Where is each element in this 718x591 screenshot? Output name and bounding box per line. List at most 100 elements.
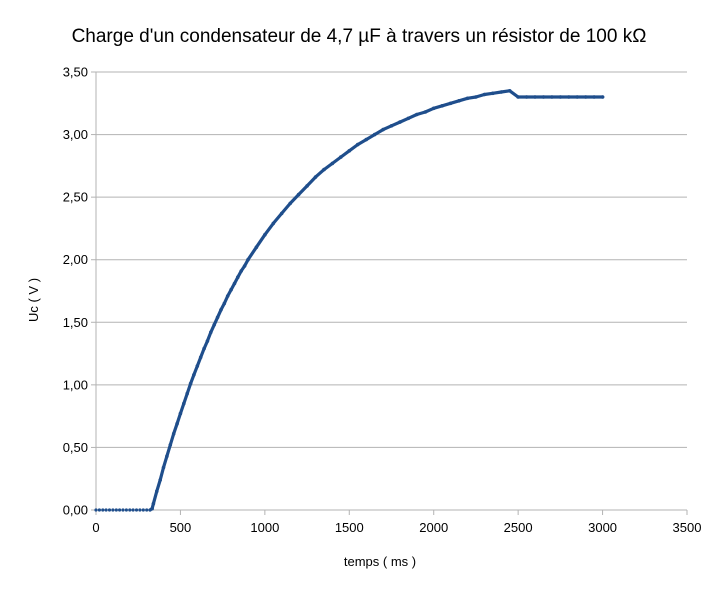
x-tick-label: 1000 (250, 520, 279, 535)
data-point (246, 257, 250, 262)
data-point (182, 401, 186, 406)
data-point (97, 508, 101, 512)
data-point (107, 508, 112, 512)
data-point (355, 142, 360, 147)
y-axis-ticks: 0,00 0,50 1,00 1,50 2,00 2,50 3,00 3,50 (63, 65, 96, 518)
y-tick-label: 3,00 (63, 127, 88, 142)
x-tick-label: 1500 (335, 520, 364, 535)
data-point (398, 120, 402, 124)
data-point (516, 95, 520, 99)
data-point (178, 411, 183, 416)
data-point (389, 124, 394, 128)
data-point (381, 127, 385, 132)
data-point (141, 508, 145, 512)
data-point (550, 95, 554, 99)
data-point (202, 346, 206, 351)
data-point (205, 339, 210, 343)
y-tick-label: 2,50 (63, 190, 88, 205)
data-point (415, 112, 419, 117)
data-point (440, 104, 445, 108)
data-point (406, 116, 411, 121)
data-point (254, 245, 259, 249)
data-point (279, 211, 284, 216)
data-point (209, 330, 213, 335)
data-point (232, 281, 237, 286)
data-point (114, 508, 118, 512)
data-point (104, 508, 108, 512)
data-point (296, 192, 301, 197)
data-point (558, 95, 563, 99)
chart-title: Charge d'un condensateur de 4,7 µF à tra… (72, 26, 647, 47)
data-point (313, 175, 318, 179)
data-point (533, 95, 537, 99)
data-point (263, 232, 267, 237)
data-point (482, 92, 487, 97)
data-point (339, 155, 343, 159)
data-point (94, 508, 98, 512)
data-point (242, 264, 247, 268)
data-point (322, 167, 326, 172)
data-point (271, 221, 276, 226)
data-point (431, 106, 436, 111)
data-point (165, 454, 169, 459)
x-tick-label: 0 (92, 520, 99, 535)
data-point (138, 508, 142, 512)
data-point (575, 95, 579, 99)
data-point (131, 508, 135, 512)
data-point (305, 184, 309, 188)
data-point (124, 508, 128, 512)
y-tick-label: 1,50 (63, 315, 88, 330)
data-point (219, 308, 223, 312)
y-tick-label: 2,00 (63, 252, 88, 267)
data-point (215, 315, 220, 320)
data-point (541, 95, 546, 99)
data-point (507, 89, 512, 93)
data-point (465, 96, 470, 101)
x-axis-ticks: 0 500 1000 1500 2000 2500 3000 3500 (92, 510, 701, 535)
data-point (145, 508, 149, 512)
data-point (151, 501, 156, 506)
data-point (592, 95, 596, 99)
data-point (150, 506, 154, 511)
y-tick-label: 3,50 (63, 65, 88, 80)
data-point (155, 489, 159, 494)
data-point (448, 101, 453, 106)
data-point (195, 364, 200, 368)
data-point (212, 323, 216, 327)
data-point (372, 132, 377, 137)
data-point (121, 508, 125, 512)
data-point (491, 91, 495, 96)
x-tick-label: 500 (170, 520, 192, 535)
x-tick-label: 2000 (419, 520, 448, 535)
data-point (134, 508, 139, 512)
data-point (225, 294, 230, 298)
x-axis-label: temps ( ms ) (344, 554, 416, 569)
data-point (364, 137, 369, 142)
gridlines (96, 71, 687, 511)
data-point (474, 95, 478, 99)
data-point (236, 275, 240, 280)
data-point (171, 431, 176, 436)
data-point (457, 99, 461, 103)
y-tick-label: 1,00 (63, 377, 88, 392)
axes (95, 72, 687, 511)
data-point (239, 269, 243, 273)
data-point (175, 421, 179, 426)
data-point (524, 95, 529, 99)
data-point (168, 443, 173, 447)
data-point (118, 508, 122, 512)
y-tick-label: 0,00 (63, 503, 88, 518)
data-point (161, 465, 166, 470)
data-point (158, 478, 162, 482)
data-point (101, 508, 105, 512)
x-tick-label: 3500 (673, 520, 702, 535)
data-point (600, 95, 605, 99)
data-point (198, 355, 203, 360)
data-point (288, 201, 293, 206)
data-point (330, 161, 335, 166)
data-point (222, 301, 227, 306)
data-point (423, 110, 428, 114)
data-point (111, 508, 115, 512)
data-point (583, 95, 588, 99)
